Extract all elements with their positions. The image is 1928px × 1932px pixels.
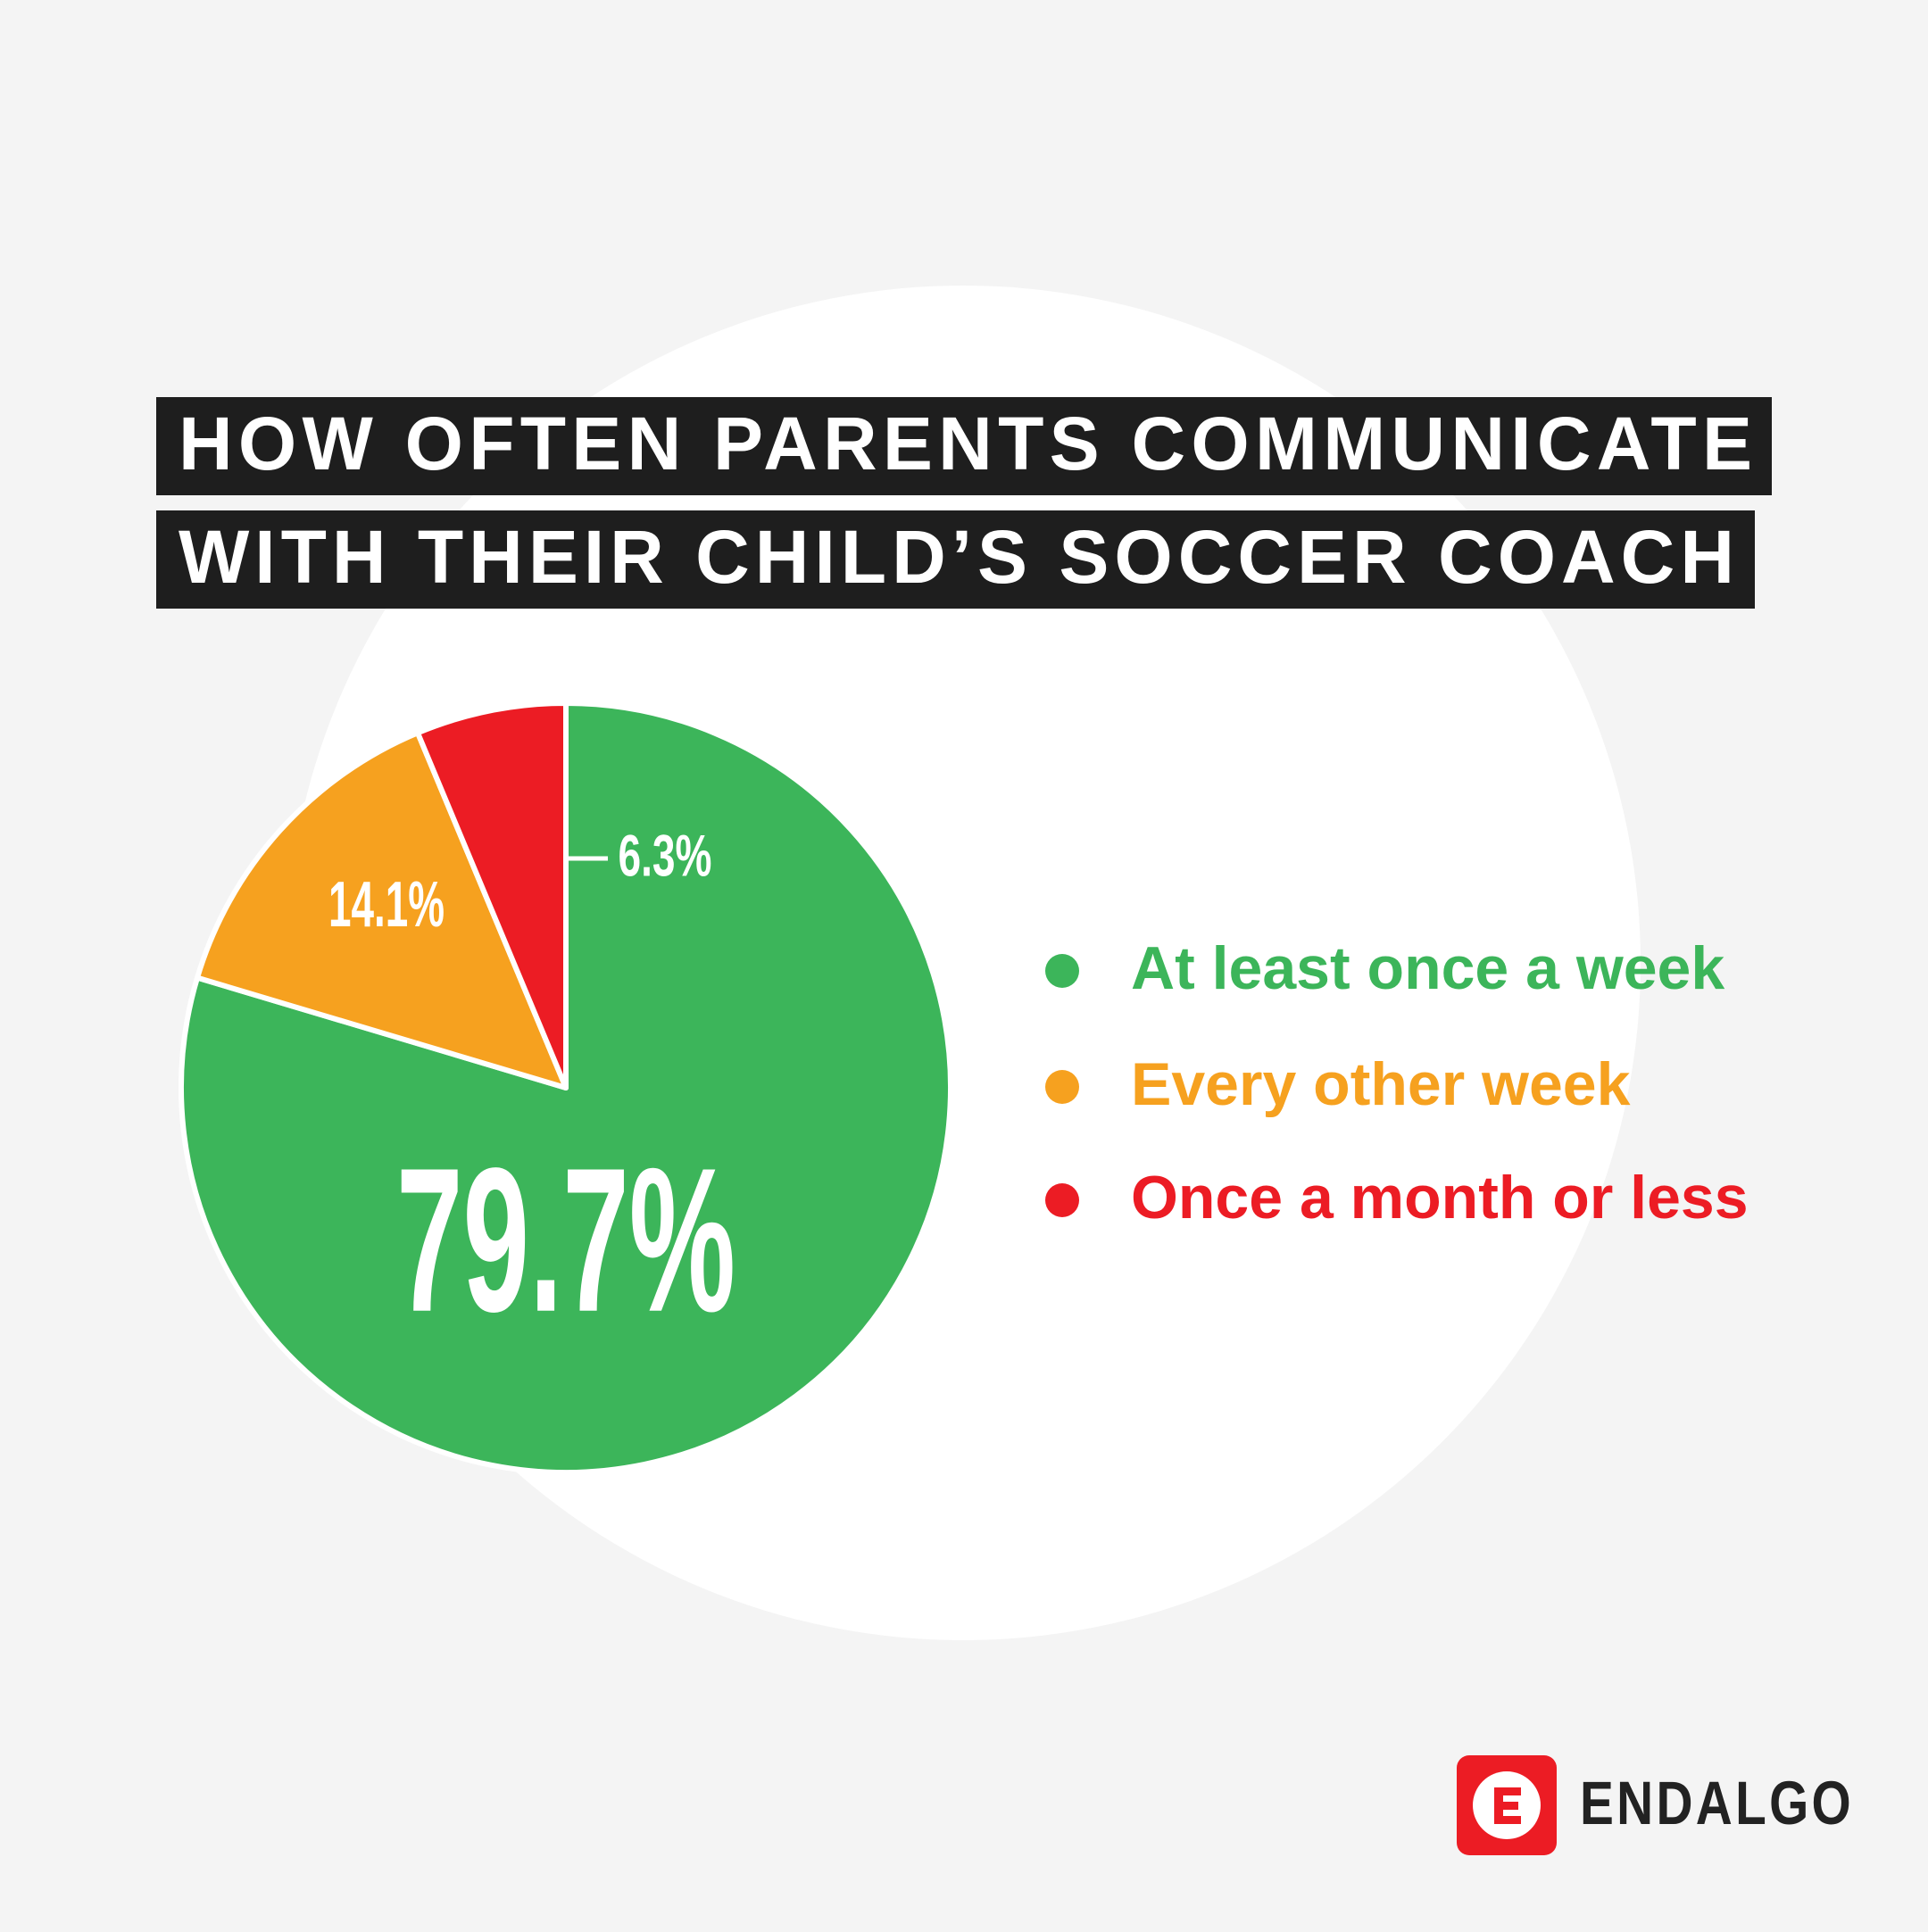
legend-label: Once a month or less (1131, 1164, 1749, 1231)
brand-name: ENDALGO (1580, 1769, 1854, 1837)
chart-title: HOW OFTEN PARENTS COMMUNICATE (179, 402, 1752, 485)
legend-marker (1045, 954, 1079, 988)
chart-title: WITH THEIR CHILD’S SOCCER COACH (179, 515, 1734, 599)
legend-marker (1045, 1183, 1079, 1217)
brand-logo (1457, 1755, 1557, 1855)
slice-label: 14.1% (328, 869, 445, 941)
slice-label: 6.3% (619, 822, 712, 888)
legend-label: Every other week (1131, 1050, 1631, 1118)
slice-label: 79.7% (396, 1125, 735, 1355)
legend-marker (1045, 1070, 1079, 1104)
pie-slice (195, 730, 569, 1090)
title-box (156, 510, 1755, 609)
legend-label: At least once a week (1131, 934, 1724, 1002)
logo-mark (1494, 1787, 1521, 1824)
pie-slice (414, 701, 569, 1090)
title-box (156, 397, 1772, 495)
